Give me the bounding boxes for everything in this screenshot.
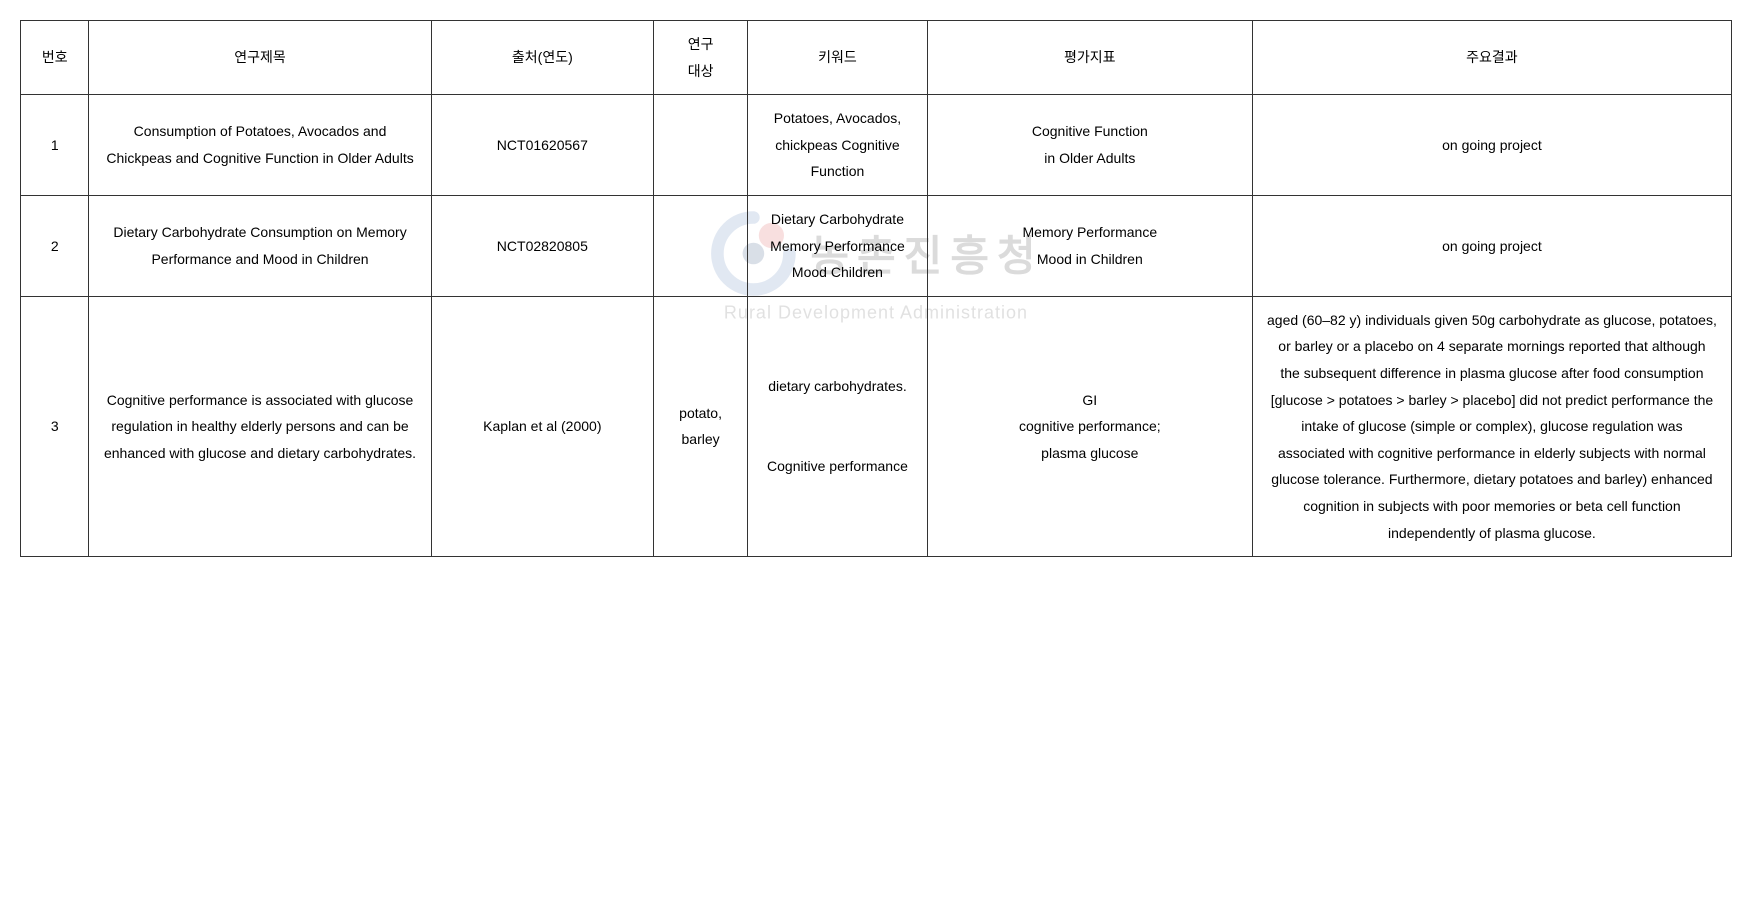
col-header-subject: 연구대상 [654,21,748,95]
cell-eval: Cognitive Functionin Older Adults [927,95,1252,196]
table-row: 2 Dietary Carbohydrate Consumption on Me… [21,195,1732,296]
cell-subject [654,195,748,296]
cell-result: on going project [1252,195,1731,296]
table-row: 3 Cognitive performance is associated wi… [21,296,1732,556]
research-table: 번호 연구제목 출처(연도) 연구대상 키워드 평가지표 주요결과 1 Cons… [20,20,1732,557]
cell-subject [654,95,748,196]
cell-title: Cognitive performance is associated with… [89,296,431,556]
cell-eval: Memory PerformanceMood in Children [927,195,1252,296]
cell-num: 1 [21,95,89,196]
cell-keyword: dietary carbohydrates.Cognitive performa… [748,296,928,556]
col-header-eval: 평가지표 [927,21,1252,95]
cell-num: 3 [21,296,89,556]
table-row: 1 Consumption of Potatoes, Avocados and … [21,95,1732,196]
cell-title: Dietary Carbohydrate Consumption on Memo… [89,195,431,296]
cell-eval: GIcognitive performance;plasma glucose [927,296,1252,556]
cell-result: on going project [1252,95,1731,196]
col-header-keyword: 키워드 [748,21,928,95]
cell-title: Consumption of Potatoes, Avocados and Ch… [89,95,431,196]
cell-keyword: Potatoes, Avocados, chickpeas Cognitive … [748,95,928,196]
cell-source: Kaplan et al (2000) [431,296,653,556]
col-header-title: 연구제목 [89,21,431,95]
col-header-source: 출처(연도) [431,21,653,95]
table-body: 1 Consumption of Potatoes, Avocados and … [21,95,1732,557]
cell-subject: potato, barley [654,296,748,556]
cell-source: NCT01620567 [431,95,653,196]
cell-keyword: Dietary Carbohydrate Memory Performance … [748,195,928,296]
cell-result: aged (60–82 y) individuals given 50g car… [1252,296,1731,556]
table-header-row: 번호 연구제목 출처(연도) 연구대상 키워드 평가지표 주요결과 [21,21,1732,95]
col-header-num: 번호 [21,21,89,95]
col-header-result: 주요결과 [1252,21,1731,95]
cell-source: NCT02820805 [431,195,653,296]
cell-num: 2 [21,195,89,296]
